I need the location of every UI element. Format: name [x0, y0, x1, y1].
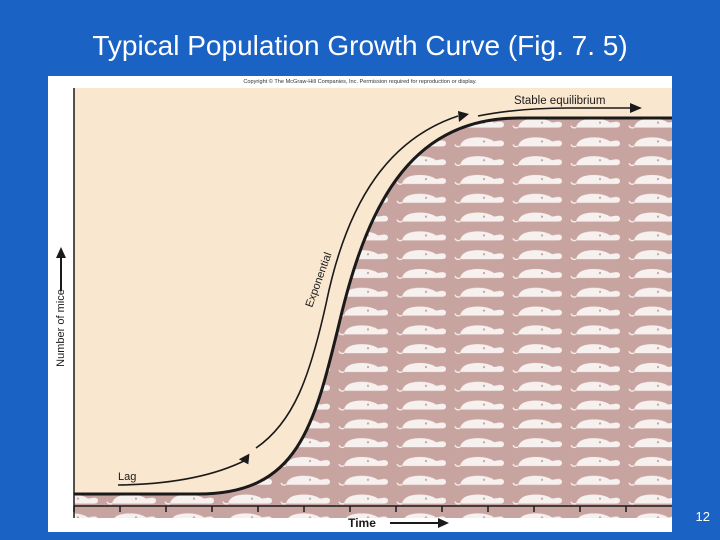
- growth-curve: [74, 116, 672, 496]
- x-axis-ticks: [73, 506, 627, 512]
- y-axis-arrow-icon: [56, 247, 66, 291]
- x-axis-label: Time: [348, 516, 376, 530]
- stable-arrow-icon: [477, 103, 642, 117]
- lag-arrow-icon: [117, 453, 250, 486]
- copyright-notice: Copyright © The McGraw-Hill Companies, I…: [243, 78, 477, 85]
- stable-equilibrium-label: Stable equilibrium: [514, 95, 605, 107]
- x-axis-arrow-icon: [390, 518, 449, 528]
- growth-curve-figure: Copyright © The McGraw-Hill Companies, I…: [48, 76, 672, 532]
- growth-curve-diagram: Copyright © The McGraw-Hill Companies, I…: [55, 78, 672, 530]
- lag-label: Lag: [118, 471, 136, 483]
- y-axis-label: Number of mice: [55, 289, 67, 367]
- slide-title: Typical Population Growth Curve (Fig. 7.…: [92, 30, 628, 61]
- slide-number: 12: [695, 509, 710, 524]
- exponential-arrow-icon: [255, 111, 469, 449]
- population-area: [74, 118, 672, 518]
